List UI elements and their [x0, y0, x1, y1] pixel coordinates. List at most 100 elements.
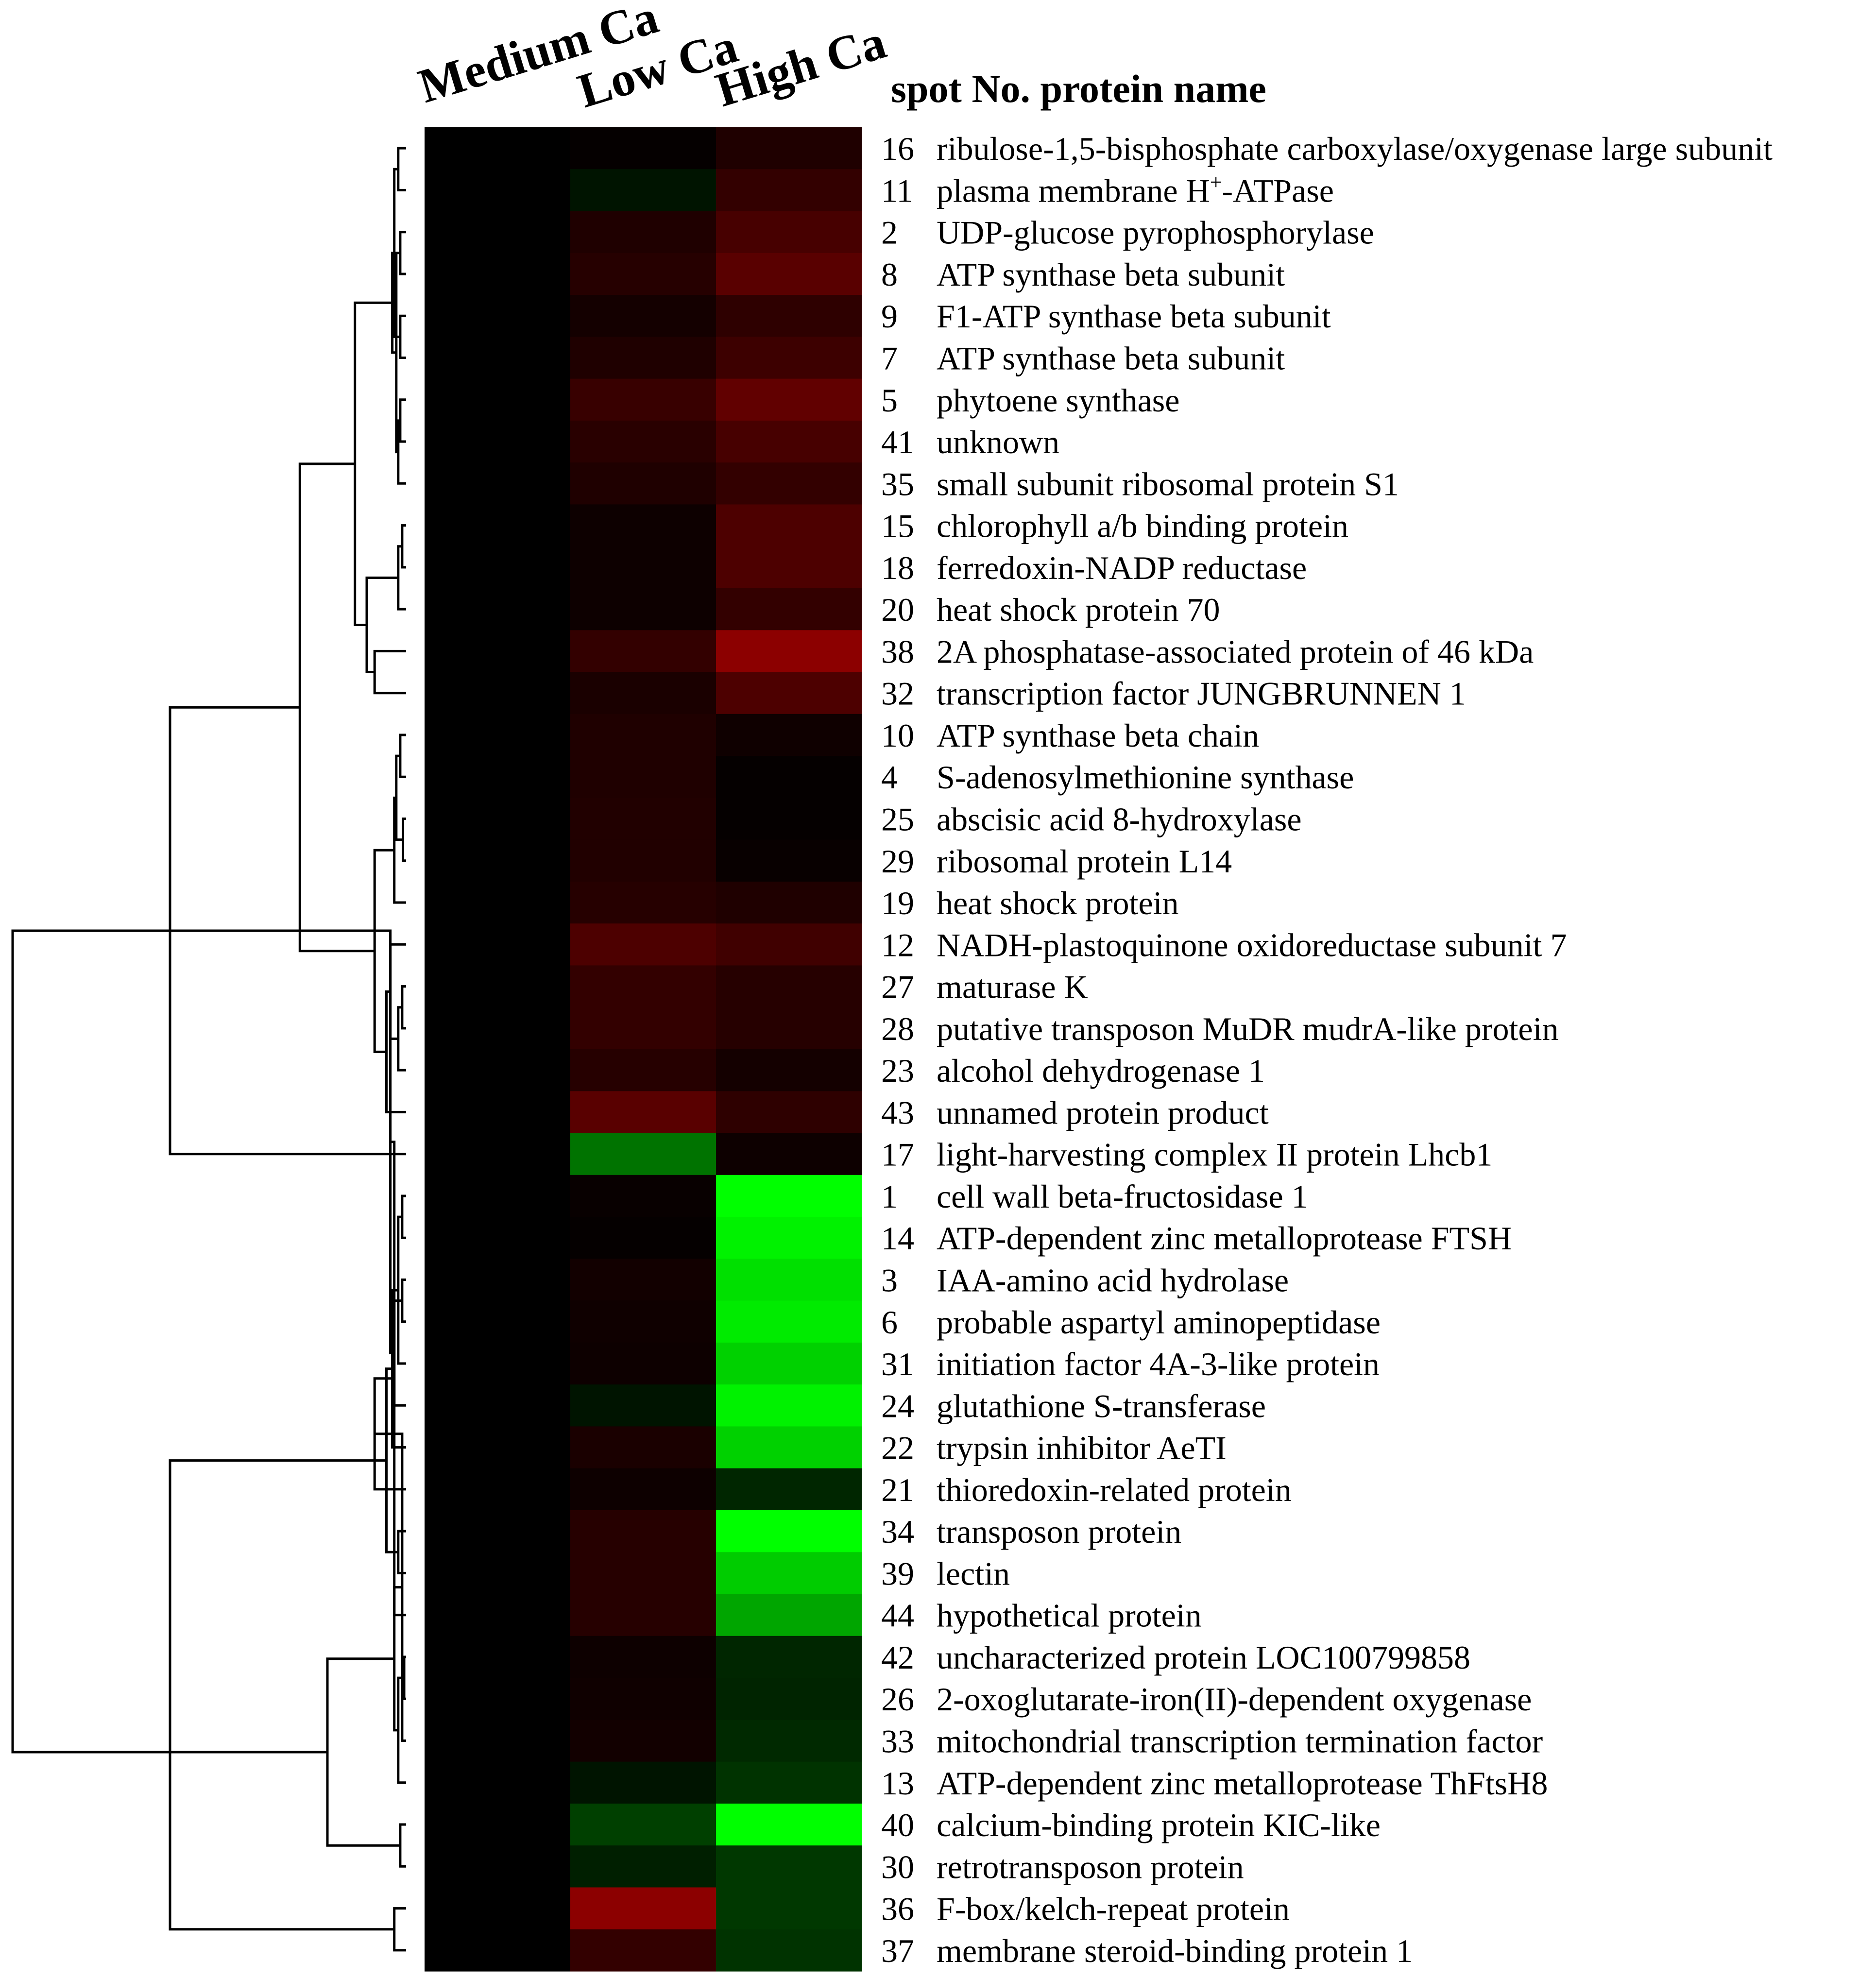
heatmap-cell [716, 1761, 862, 1804]
heatmap-cell [716, 420, 862, 463]
protein-name-text: ribulose-1,5-bisphosphate carboxylase/ox… [937, 130, 1773, 167]
spot-number: 1 [881, 1178, 898, 1215]
dendrogram-link [170, 929, 394, 1354]
heatmap-cell [425, 881, 570, 924]
protein-name-text: unknown [937, 424, 1059, 460]
spot-number: 24 [881, 1387, 914, 1424]
protein-name-text: plasma membrane H [937, 172, 1210, 209]
protein-name: ATP synthase beta subunit [937, 340, 1285, 377]
heatmap-cell [570, 378, 716, 421]
protein-name-text: ATP synthase beta subunit [937, 256, 1285, 293]
heatmap-cell [425, 1678, 570, 1720]
protein-name: lectin [937, 1555, 1010, 1592]
protein-name: abscisic acid 8-hydroxylase [937, 801, 1302, 838]
heatmap-cell [570, 420, 716, 463]
heatmap-cell [716, 798, 862, 840]
dendrogram-link [399, 314, 406, 359]
protein-name: calcium-binding protein KIC-like [937, 1807, 1381, 1843]
heatmap-cell [716, 1384, 862, 1427]
protein-name-text: trypsin inhibitor AeTI [937, 1430, 1227, 1466]
protein-name: chlorophyll a/b binding protein [937, 508, 1348, 545]
protein-name: retrotransposon protein [937, 1848, 1244, 1885]
protein-name: trypsin inhibitor AeTI [937, 1430, 1227, 1466]
protein-name-text: 2-oxoglutarate-iron(II)-dependent oxygen… [937, 1681, 1532, 1718]
spot-number: 4 [881, 759, 898, 796]
heatmap-cell [716, 630, 862, 673]
heatmap-cell [425, 1007, 570, 1050]
heatmap-cell [425, 630, 570, 673]
heatmap-cell [425, 1510, 570, 1552]
heatmap-cell [716, 1175, 862, 1217]
heatmap-cell [425, 420, 570, 463]
heatmap-cell [570, 756, 716, 798]
heatmap-cell [570, 1803, 716, 1846]
protein-name: IAA-amino acid hydrolase [937, 1262, 1289, 1299]
spot-number: 44 [881, 1597, 914, 1634]
protein-name: S-adenosylmethionine synthase [937, 759, 1354, 796]
protein-name-text: unnamed protein product [937, 1094, 1269, 1131]
spot-number: 20 [881, 591, 914, 628]
protein-name: transposon protein [937, 1513, 1181, 1550]
protein-name: phytoene synthase [937, 382, 1179, 419]
heatmap-cell [570, 1091, 716, 1134]
protein-name-text: phytoene synthase [937, 382, 1179, 419]
dendrogram-link [401, 524, 406, 569]
protein-name-text: probable aspartyl aminopeptidase [937, 1304, 1381, 1341]
row-labels: 1 6 ribulose-1,5-bisphosphate carboxylase/… [881, 130, 1773, 1969]
protein-name: plasma membrane H+-ATPase [937, 170, 1334, 209]
protein-name-text: UDP-glucose pyrophosphorylase [937, 214, 1374, 251]
heatmap-cell [425, 1720, 570, 1762]
heatmap-cell [425, 839, 570, 882]
dendrogram-link [399, 1823, 406, 1868]
protein-name-superscript: + [1210, 170, 1222, 194]
heatmap-cell [716, 169, 862, 212]
dendrogram-link [298, 462, 375, 953]
protein-name-text: ribosomal protein L14 [937, 843, 1232, 880]
spot-number: 38 [881, 633, 914, 670]
spot-number: 13 [881, 1765, 914, 1802]
spot-number: 12 [881, 926, 914, 963]
heatmap-cell [425, 1217, 570, 1259]
spot-number: 26 [881, 1681, 914, 1718]
dendrogram-link [403, 1655, 406, 1700]
protein-name: glutathione S-transferase [937, 1387, 1266, 1424]
protein-name: unnamed protein product [937, 1094, 1269, 1131]
heatmap-cell [425, 295, 570, 337]
heatmap-cell [570, 1049, 716, 1091]
spot-number: 33 [881, 1723, 914, 1760]
protein-name: heat shock protein 70 [937, 591, 1220, 628]
heatmap-cell [570, 1342, 716, 1385]
spot-number: 5 [881, 382, 898, 419]
heatmap-cell [425, 1342, 570, 1385]
spot-number: 6 [881, 1304, 898, 1341]
dendrogram-link [399, 398, 406, 443]
heatmap-cell [570, 337, 716, 379]
spot-number: 18 [881, 549, 914, 586]
heatmap-cell [570, 1259, 716, 1301]
protein-name: unknown [937, 424, 1059, 460]
protein-name-text: maturase K [937, 969, 1088, 1006]
dendrogram-link [169, 1459, 394, 1931]
heatmap-cell [425, 1426, 570, 1469]
heatmap-cell [716, 714, 862, 756]
heatmap-cell [570, 127, 716, 170]
protein-name: cell wall beta-fructosidase 1 [937, 1178, 1308, 1215]
heatmap-cell [570, 588, 716, 631]
heatmap-cell [425, 211, 570, 254]
spot-number: 17 [881, 1136, 914, 1173]
heatmap-cell [716, 839, 862, 882]
spot-number: 30 [881, 1848, 914, 1885]
heatmap-cell [570, 295, 716, 337]
protein-name-text: calcium-binding protein KIC-like [937, 1807, 1381, 1843]
spot-number: 2 [881, 214, 898, 251]
heatmap-cell [425, 378, 570, 421]
protein-name: F-box/kelch-repeat protein [937, 1891, 1290, 1927]
heatmap-cell [716, 504, 862, 547]
spot-number: 32 [881, 675, 914, 712]
spot-number: 21 [881, 1471, 914, 1508]
heatmap-cells [425, 127, 862, 1972]
heatmap-cell [570, 1384, 716, 1427]
heatmap-cell [716, 337, 862, 379]
heatmap-cell [570, 1594, 716, 1637]
